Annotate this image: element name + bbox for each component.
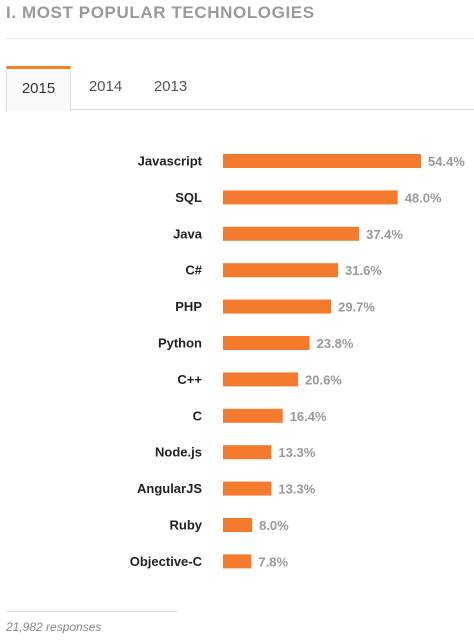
value-label: 20.6% — [305, 372, 342, 387]
bar — [223, 226, 360, 241]
category-label: Python — [158, 336, 202, 351]
tab-2013[interactable]: 2013 — [153, 78, 188, 95]
popular-technologies-chart: Javascript 54.4% SQL 48.0% Java 37.4% C# 31.6% P… — [130, 154, 466, 570]
category-label: Javascript — [138, 154, 203, 169]
value-label: 37.4% — [366, 227, 403, 242]
tab-2015[interactable]: 2015 — [6, 66, 71, 111]
value-label: 23.8% — [317, 336, 354, 351]
value-label: 8.0% — [259, 518, 289, 533]
bar — [223, 154, 421, 168]
category-label: PHP — [175, 299, 202, 314]
value-label: 48.0% — [405, 190, 442, 205]
category-label: C++ — [177, 372, 202, 387]
category-label: C# — [185, 263, 202, 278]
category-label: C — [193, 408, 203, 423]
category-label: AngularJS — [137, 481, 202, 496]
value-label: 16.4% — [290, 409, 327, 424]
bar — [223, 445, 272, 460]
bar — [223, 372, 298, 387]
bar — [223, 190, 398, 205]
bar — [223, 518, 253, 532]
tab-2014[interactable]: 2014 — [88, 78, 123, 95]
value-label: 54.4% — [428, 154, 465, 169]
category-label: Node.js — [155, 445, 202, 460]
bar — [223, 554, 252, 569]
section-title: I. MOST POPULAR TECHNOLOGIES — [6, 3, 315, 22]
title-divider — [6, 38, 474, 39]
tabs-baseline — [6, 109, 474, 110]
category-label: SQL — [175, 190, 202, 205]
year-tabs: 2015 2014 2013 — [6, 66, 474, 111]
footer-divider — [6, 611, 178, 612]
response-count: 21,982 responses — [6, 620, 102, 634]
category-label: Ruby — [170, 518, 203, 533]
category-label: Objective-C — [130, 554, 203, 569]
category-label: Java — [173, 226, 203, 241]
value-label: 7.8% — [258, 554, 288, 569]
bar — [223, 336, 310, 350]
value-label: 13.3% — [278, 482, 315, 497]
value-label: 13.3% — [278, 445, 315, 460]
bar — [223, 299, 332, 314]
value-label: 31.6% — [345, 263, 382, 278]
bar — [223, 408, 283, 423]
value-label: 29.7% — [338, 300, 375, 315]
bar — [223, 481, 272, 496]
bar — [223, 263, 338, 278]
